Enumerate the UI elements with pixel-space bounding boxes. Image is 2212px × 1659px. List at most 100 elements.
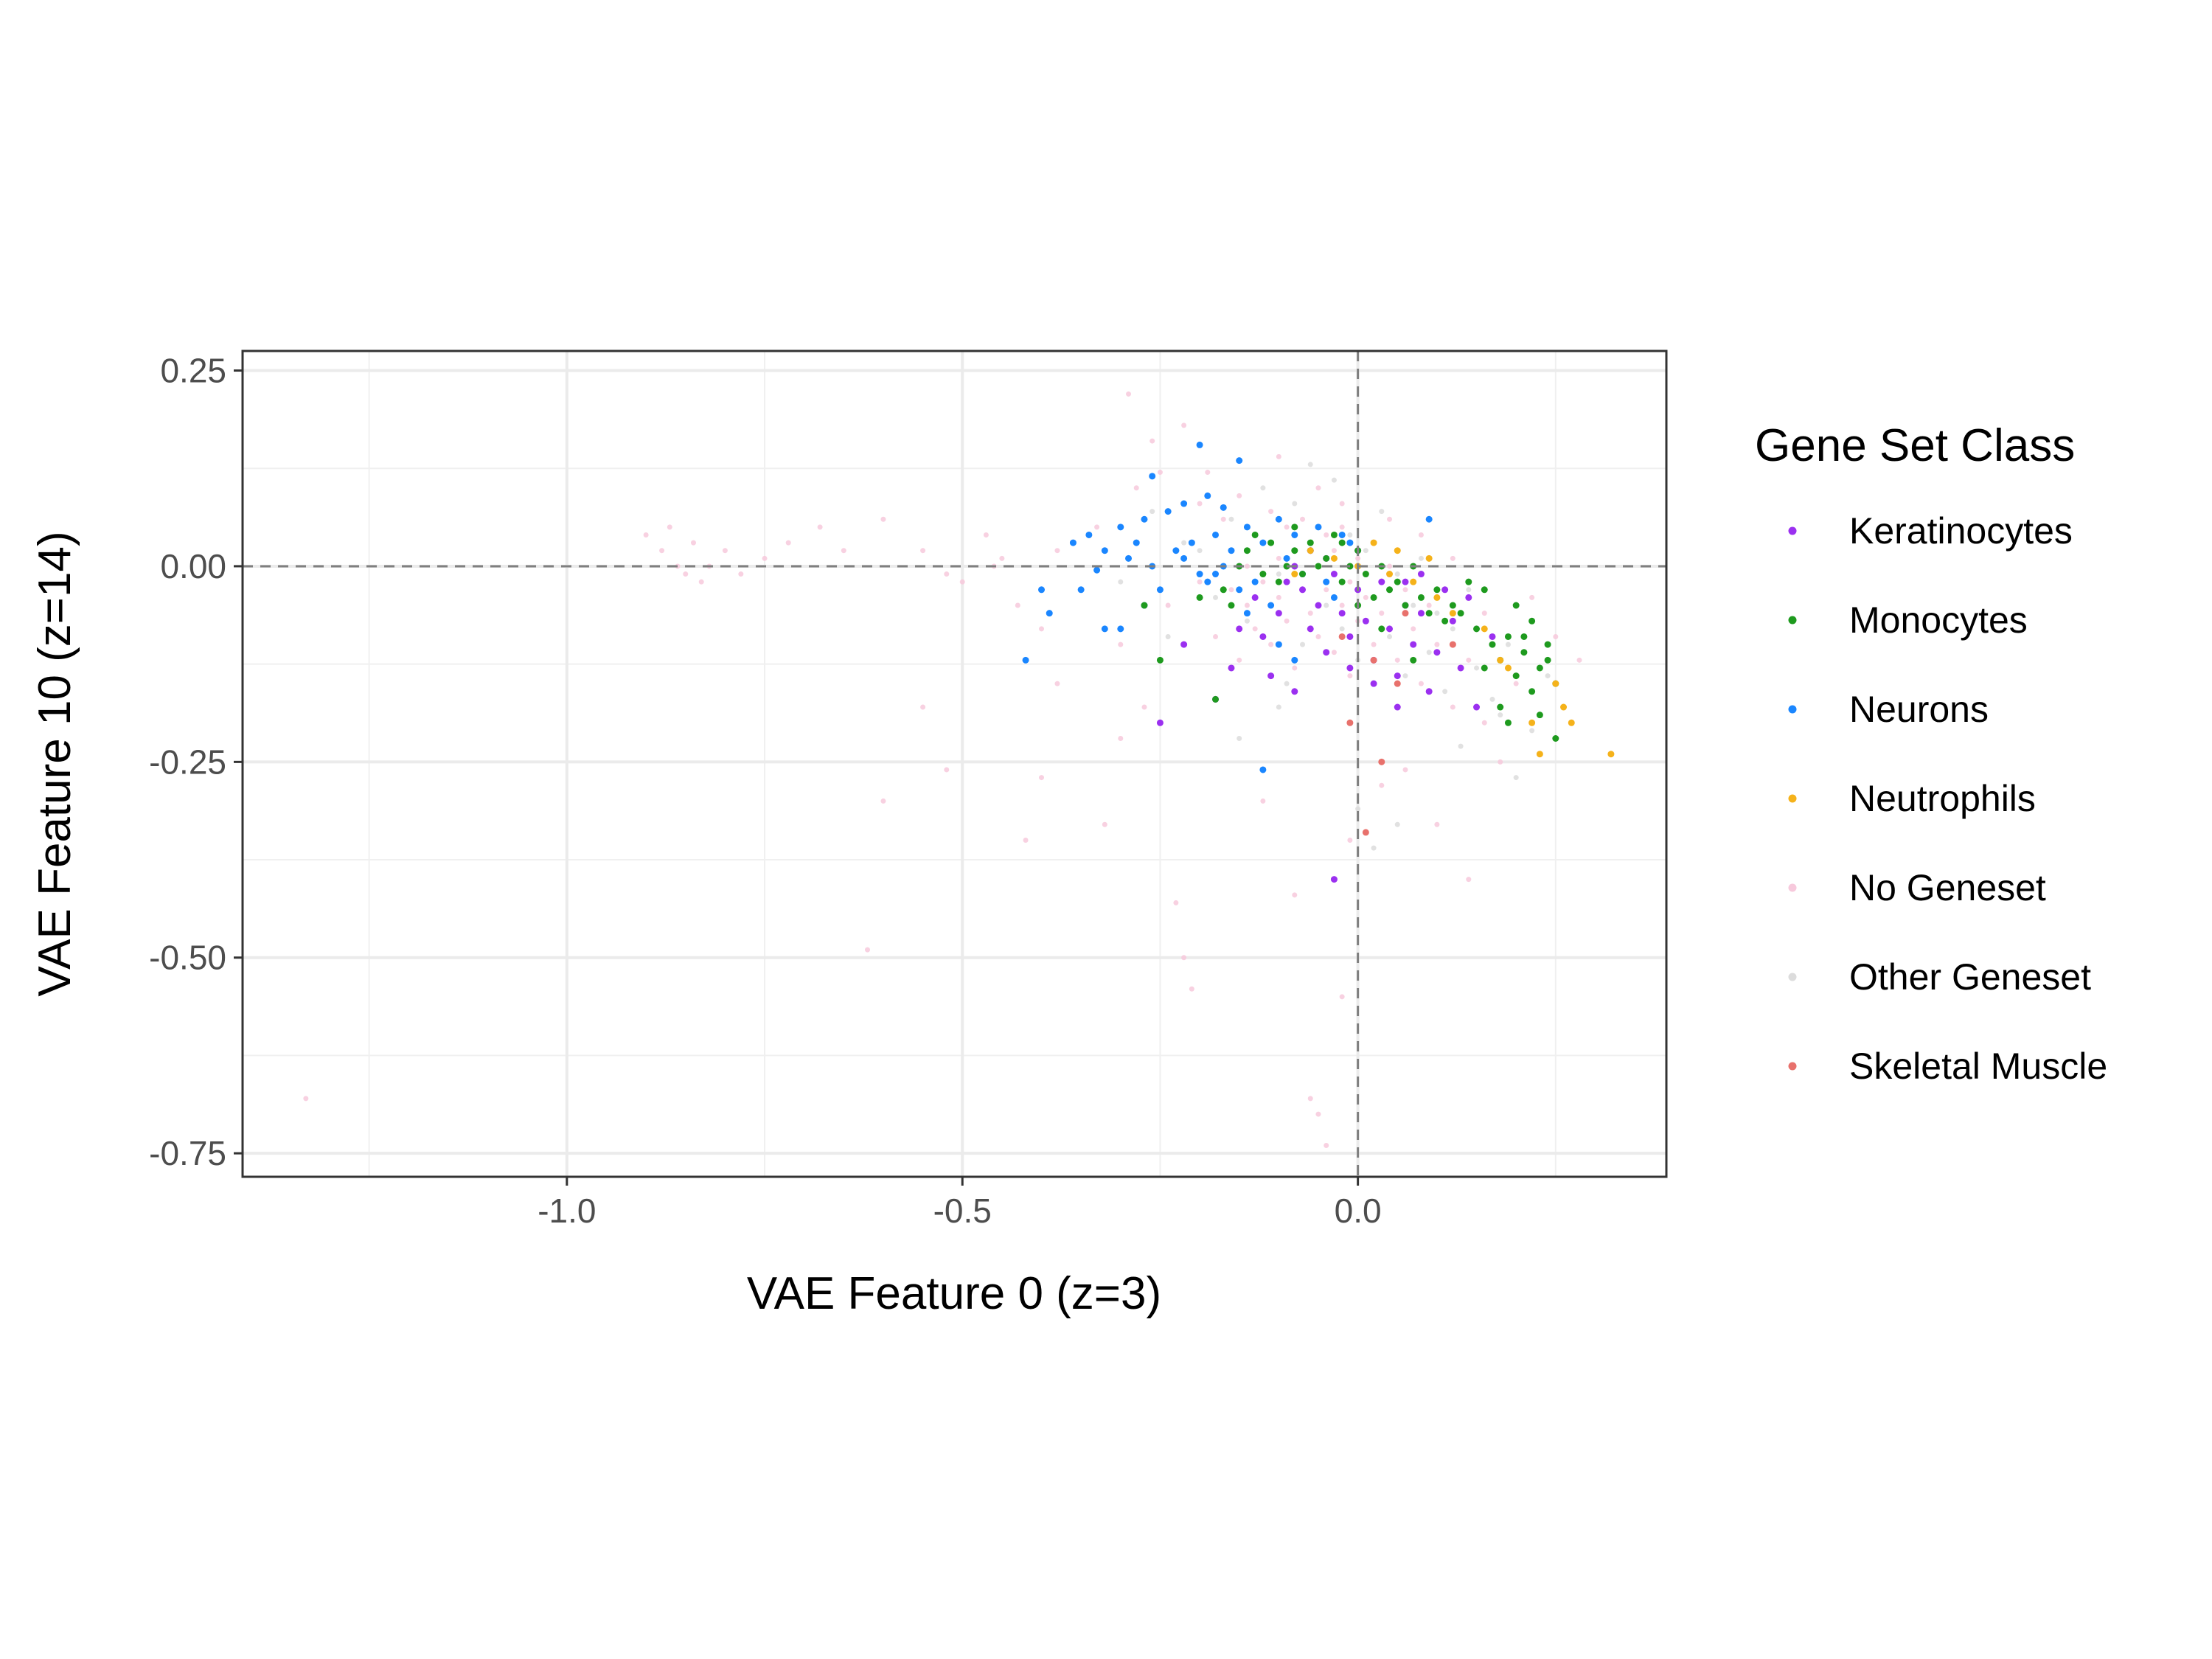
y-tick-label: -0.25 bbox=[149, 742, 226, 781]
data-point bbox=[1292, 501, 1298, 507]
legend-items: Keratinocytes Monocytes Neurons Neutrophils… bbox=[1788, 510, 2107, 1087]
data-point bbox=[1307, 625, 1314, 633]
data-point bbox=[1394, 578, 1401, 585]
data-point bbox=[1370, 680, 1377, 687]
legend-label: Neutrophils bbox=[1849, 778, 2036, 819]
data-point bbox=[1466, 657, 1472, 663]
data-point bbox=[1315, 485, 1321, 491]
data-point bbox=[1307, 1096, 1313, 1102]
data-point bbox=[1181, 422, 1187, 428]
data-point bbox=[1387, 563, 1393, 569]
data-point bbox=[1402, 587, 1408, 593]
data-point bbox=[1607, 751, 1615, 758]
data-point bbox=[1394, 680, 1401, 687]
data-point bbox=[1504, 719, 1512, 726]
data-point bbox=[1528, 688, 1536, 695]
data-point bbox=[1156, 586, 1164, 594]
legend-item: Monocytes bbox=[1788, 599, 2028, 641]
data-point bbox=[1243, 610, 1251, 617]
data-point bbox=[1085, 531, 1093, 538]
data-point bbox=[1379, 509, 1385, 515]
data-point bbox=[1324, 602, 1329, 608]
data-point bbox=[1497, 703, 1504, 711]
data-point bbox=[1387, 516, 1393, 522]
data-point bbox=[1417, 571, 1425, 578]
data-point bbox=[762, 555, 768, 561]
data-point bbox=[1284, 524, 1290, 530]
data-point bbox=[1371, 845, 1377, 851]
legend-key bbox=[1788, 616, 1797, 625]
data-point bbox=[1394, 821, 1400, 827]
data-point bbox=[1150, 438, 1155, 444]
data-point bbox=[1362, 617, 1369, 625]
x-axis: -1.0 -0.5 0.0 bbox=[538, 1177, 1382, 1230]
data-point bbox=[1228, 587, 1234, 593]
data-point bbox=[1402, 602, 1409, 609]
data-point bbox=[1275, 641, 1282, 648]
data-point bbox=[1259, 571, 1267, 578]
data-point bbox=[1093, 566, 1101, 574]
data-point bbox=[1330, 571, 1338, 578]
data-point bbox=[1244, 618, 1250, 624]
data-point bbox=[1220, 504, 1227, 511]
data-point bbox=[1481, 625, 1488, 633]
data-point bbox=[1370, 539, 1377, 546]
data-point bbox=[1275, 610, 1282, 617]
data-point bbox=[1394, 672, 1401, 680]
data-point bbox=[1552, 734, 1559, 742]
data-point bbox=[1331, 548, 1337, 554]
data-point bbox=[1504, 633, 1512, 640]
data-point bbox=[864, 947, 870, 953]
data-point bbox=[1094, 524, 1100, 530]
data-point bbox=[1331, 477, 1337, 483]
data-point bbox=[1315, 633, 1321, 639]
reference-lines bbox=[243, 351, 1666, 1177]
data-point bbox=[1023, 838, 1029, 844]
data-point bbox=[1228, 547, 1235, 554]
data-point bbox=[1260, 579, 1266, 585]
data-point bbox=[1553, 633, 1559, 639]
data-point bbox=[817, 524, 823, 530]
data-point bbox=[1497, 656, 1504, 664]
data-point bbox=[1394, 547, 1401, 554]
data-point bbox=[1283, 578, 1290, 585]
data-point bbox=[1204, 492, 1211, 499]
x-tick-label: 0.0 bbox=[1335, 1192, 1382, 1230]
data-point bbox=[1054, 681, 1060, 686]
data-point bbox=[1449, 602, 1456, 609]
data-point bbox=[1133, 485, 1139, 491]
data-point bbox=[1102, 821, 1107, 827]
data-point bbox=[1379, 782, 1385, 788]
data-point bbox=[1212, 695, 1220, 703]
data-point bbox=[1039, 775, 1045, 781]
data-point bbox=[959, 579, 965, 585]
data-point bbox=[1536, 751, 1543, 758]
legend-label: Neurons bbox=[1849, 689, 1989, 730]
data-point bbox=[1244, 602, 1250, 608]
data-point bbox=[1465, 594, 1472, 601]
data-point bbox=[1426, 602, 1432, 608]
data-point bbox=[1347, 532, 1353, 538]
legend-label: Keratinocytes bbox=[1849, 510, 2073, 552]
data-point bbox=[1156, 719, 1164, 726]
data-point bbox=[1504, 664, 1512, 672]
data-point bbox=[1149, 473, 1156, 480]
data-point bbox=[1204, 578, 1211, 585]
data-point bbox=[1371, 641, 1377, 647]
data-point bbox=[1126, 391, 1132, 397]
data-point bbox=[1141, 602, 1148, 609]
data-point bbox=[1386, 625, 1394, 633]
data-point bbox=[1212, 531, 1220, 538]
data-point bbox=[1101, 625, 1108, 633]
y-tick-label: 0.25 bbox=[160, 352, 226, 390]
data-point bbox=[920, 704, 926, 710]
data-point bbox=[1425, 515, 1433, 523]
data-point bbox=[1528, 719, 1536, 726]
data-point bbox=[1260, 485, 1266, 491]
data-point bbox=[722, 548, 728, 554]
data-point bbox=[1410, 578, 1417, 585]
data-point bbox=[1324, 587, 1329, 593]
data-point bbox=[1069, 539, 1077, 546]
data-point bbox=[1251, 578, 1259, 585]
